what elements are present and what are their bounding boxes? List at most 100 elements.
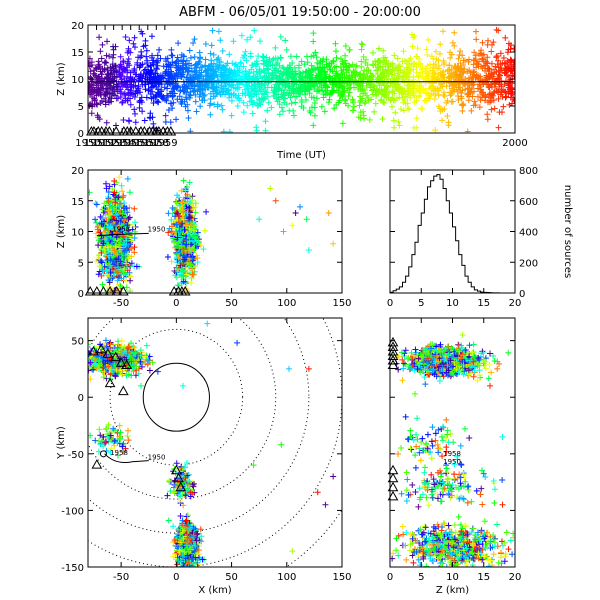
source-point [477, 50, 484, 57]
source-point [230, 38, 237, 45]
source-point [346, 46, 353, 53]
source-point [337, 55, 344, 62]
source-point [163, 92, 170, 99]
source-point [432, 70, 439, 77]
source-point [187, 88, 194, 95]
source-point [124, 175, 131, 182]
source-point [194, 61, 201, 68]
source-point [313, 95, 320, 102]
source-point [262, 88, 269, 95]
source-point [170, 99, 177, 106]
source-point [397, 106, 404, 113]
source-point [116, 241, 123, 248]
source-point [497, 67, 504, 74]
source-point [217, 85, 224, 92]
source-point [375, 45, 382, 52]
source-point [448, 90, 455, 97]
source-point [422, 68, 429, 75]
source-point [102, 98, 109, 105]
source-point [196, 86, 203, 93]
outlier-point [292, 210, 299, 217]
source-point [112, 250, 119, 257]
source-point [282, 37, 289, 44]
source-point [208, 42, 215, 49]
source-point [410, 73, 417, 80]
source-point [257, 38, 264, 45]
source-point [257, 73, 264, 80]
source-point [465, 90, 472, 97]
source-point [509, 89, 515, 96]
source-point [473, 60, 480, 67]
source-point [177, 87, 184, 94]
source-point [153, 65, 160, 72]
source-point [176, 238, 183, 245]
source-point [413, 88, 420, 95]
source-point [116, 70, 123, 77]
source-point [173, 199, 180, 206]
source-point [471, 98, 478, 105]
x-tick-label: 1953 [101, 138, 126, 149]
source-point [404, 82, 411, 89]
source-point [115, 95, 122, 102]
y-tick-label: 10 [71, 75, 84, 86]
source-point [242, 71, 249, 78]
source-point [432, 127, 439, 133]
source-point [401, 67, 408, 74]
source-point [244, 79, 251, 86]
source-point [497, 91, 504, 98]
source-point [392, 109, 399, 116]
source-point [440, 89, 447, 96]
source-point [104, 65, 111, 72]
source-point [346, 64, 353, 71]
x-tick-label: -50 [113, 298, 129, 309]
source-point [152, 69, 159, 76]
source-point [380, 47, 387, 54]
histogram-outline [389, 174, 503, 294]
source-point [422, 75, 429, 82]
source-point [161, 84, 168, 91]
source-point [283, 101, 290, 108]
source-point [202, 86, 209, 93]
source-point [359, 41, 366, 48]
source-point [336, 77, 343, 84]
source-point [381, 73, 388, 80]
source-point [501, 60, 508, 67]
source-point [505, 40, 512, 47]
source-point [136, 99, 143, 106]
source-point [253, 68, 260, 75]
source-point [290, 72, 297, 79]
source-point [201, 83, 208, 90]
source-point [179, 199, 186, 206]
source-point [484, 111, 491, 118]
source-point [102, 214, 109, 221]
source-point [478, 63, 485, 70]
source-point [315, 66, 322, 73]
source-point [265, 70, 272, 77]
x-tick-label: 0 [387, 298, 393, 309]
source-point [400, 73, 407, 80]
source-point [125, 215, 132, 222]
source-point [432, 48, 439, 55]
source-point [138, 52, 145, 59]
source-point [459, 101, 466, 108]
source-point [135, 54, 142, 61]
source-point [119, 210, 126, 217]
source-point [99, 68, 106, 75]
source-point [175, 254, 182, 261]
source-point [88, 355, 89, 357]
source-point [341, 97, 348, 104]
source-point [92, 230, 99, 237]
source-point [310, 38, 317, 45]
source-point [444, 97, 451, 104]
source-point [111, 178, 118, 185]
source-point [485, 65, 492, 72]
source-point [138, 363, 145, 370]
source-point [283, 79, 290, 86]
source-point [131, 244, 138, 251]
source-point [99, 281, 106, 288]
source-point [331, 105, 338, 112]
source-point [399, 94, 406, 101]
source-point [357, 98, 364, 105]
source-point [464, 128, 471, 133]
source-point [346, 89, 353, 96]
